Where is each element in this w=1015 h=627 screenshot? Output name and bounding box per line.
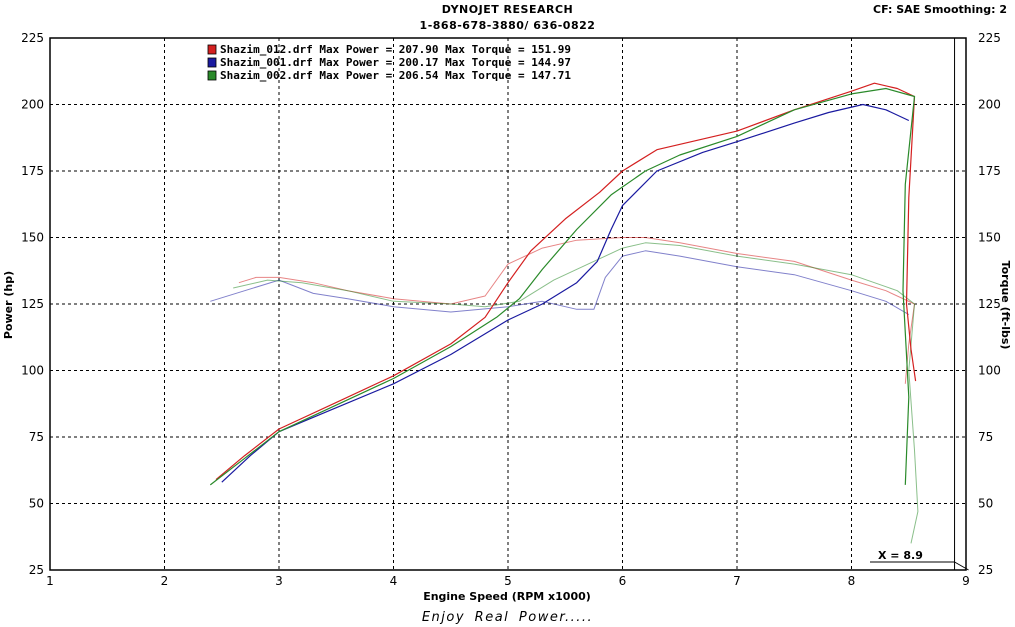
y-tick-label-left: 175 xyxy=(21,164,44,178)
y-tick-label-right: 175 xyxy=(978,164,1001,178)
legend-entry-1: Shazim_012.drf Max Power = 207.90 Max To… xyxy=(220,43,571,56)
y-tick-label-left: 200 xyxy=(21,98,44,112)
x-tick-label: 8 xyxy=(848,574,856,588)
y-tick-label-right: 125 xyxy=(978,297,1001,311)
x-axis-label: Engine Speed (RPM x1000) xyxy=(423,590,591,603)
y-tick-label-right: 50 xyxy=(978,497,993,511)
company-phone: 1-868-678-3880/ 636-0822 xyxy=(419,19,596,32)
y-tick-label-right: 25 xyxy=(978,563,993,577)
x-tick-label: 4 xyxy=(390,574,398,588)
cursor-value: X = 8.9 xyxy=(878,549,923,562)
x-tick-label: 1 xyxy=(46,574,54,588)
power-line-series-3 xyxy=(209,87,916,486)
series-layer xyxy=(209,82,919,544)
tick-labels: 1 2 3 4 5 6 7 8 9 25 25 50 50 75 75 100 100 125 125 150 150 1… xyxy=(21,31,1001,588)
legend-swatch-3 xyxy=(207,70,217,81)
x-tick-label: 5 xyxy=(504,574,512,588)
footer-tagline: Enjoy Real Power..... xyxy=(421,610,594,625)
y-tick-label-left: 75 xyxy=(29,430,44,444)
legend: Shazim_012.drf Max Power = 207.90 Max To… xyxy=(207,43,571,82)
legend-swatch-1 xyxy=(207,44,217,55)
y-axis-right-label: Torque (ft-lbs) xyxy=(999,261,1012,350)
x-tick-label: 3 xyxy=(275,574,283,588)
y-tick-label-right: 75 xyxy=(978,430,993,444)
plot-border xyxy=(49,37,967,571)
y-tick-label-left: 50 xyxy=(29,497,44,511)
x-tick-label: 2 xyxy=(161,574,169,588)
torque-line-series-3 xyxy=(233,242,919,544)
y-tick-label-right: 225 xyxy=(978,31,1001,45)
legend-entry-2: Shazim_001.drf Max Power = 200.17 Max To… xyxy=(220,56,571,69)
legend-entry-3: Shazim_002.drf Max Power = 206.54 Max To… xyxy=(220,69,571,82)
torque-line-series-2 xyxy=(210,250,910,316)
y-tick-label-left: 225 xyxy=(21,31,44,45)
power-line-series-2 xyxy=(221,103,910,483)
power-line-series-1 xyxy=(215,82,917,481)
grid xyxy=(50,38,966,570)
y-tick-label-right: 200 xyxy=(978,98,1001,112)
plot-frame xyxy=(49,37,967,571)
y-tick-label-left: 150 xyxy=(21,231,44,245)
torque-line-series-1 xyxy=(238,237,915,384)
y-tick-label-left: 125 xyxy=(21,297,44,311)
y-tick-label-right: 150 xyxy=(978,231,1001,245)
y-axis-left-label: Power (hp) xyxy=(2,271,15,339)
y-tick-label-left: 100 xyxy=(21,364,44,378)
x-tick-label: 7 xyxy=(733,574,741,588)
cursor-readout: X = 8.9 xyxy=(870,38,969,571)
x-tick-label: 6 xyxy=(619,574,627,588)
y-tick-label-left: 25 xyxy=(29,563,44,577)
y-tick-label-right: 100 xyxy=(978,364,1001,378)
correction-factor-label: CF: SAE Smoothing: 2 xyxy=(873,3,1007,16)
x-tick-label: 9 xyxy=(962,574,970,588)
legend-swatch-2 xyxy=(207,57,217,68)
cursor-pointer xyxy=(954,561,969,571)
company-name: DYNOJET RESEARCH xyxy=(441,3,574,16)
